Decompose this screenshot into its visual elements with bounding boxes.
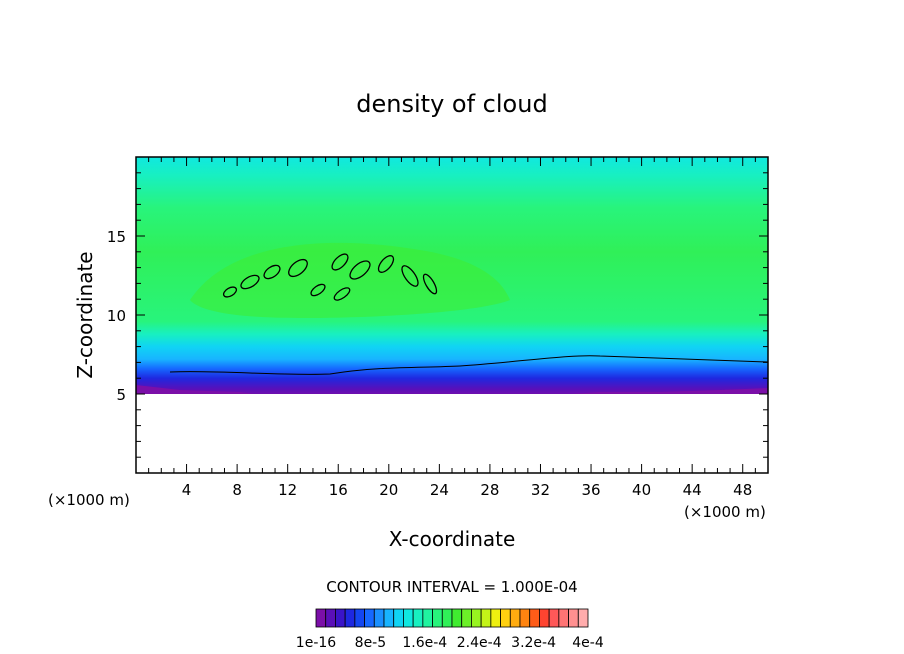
x-tick-label: 20 — [379, 481, 398, 499]
colorbar-swatch — [354, 608, 365, 628]
colorbar-swatch — [558, 608, 569, 628]
y-axis-label: Z-coordinate — [73, 251, 97, 378]
chart-title: density of cloud — [356, 90, 547, 118]
colorbar-swatch — [539, 608, 550, 628]
colorbar-swatch — [432, 608, 443, 628]
y-tick-label: 15 — [107, 228, 126, 246]
x-tick-label: 8 — [232, 481, 242, 499]
colorbar-swatch — [548, 608, 560, 628]
x-tick-label: 4 — [182, 481, 192, 499]
colorbar-swatch — [461, 608, 472, 628]
colorbar-swatch — [529, 608, 540, 628]
colorbar-swatch — [422, 608, 433, 628]
x-axis: 4 8 12 16 20 24 28 32 36 40 44 48 — [148, 157, 756, 499]
colorbar-swatch — [509, 608, 521, 628]
colorbar-labels: 1e-16 8e-5 1.6e-4 2.4e-4 3.2e-4 4e-4 — [296, 635, 604, 651]
colorbar-swatch — [441, 608, 453, 628]
plot-area — [136, 157, 768, 473]
x-unit-right: (×1000 m) — [684, 503, 766, 521]
colorbar-swatch — [568, 608, 579, 628]
colorbar-label: 8e-5 — [355, 635, 386, 651]
contour-interval-text: CONTOUR INTERVAL = 1.000E-04 — [326, 578, 577, 596]
x-unit-left: (×1000 m) — [48, 491, 130, 509]
colorbar-swatch — [490, 608, 501, 628]
x-tick-label: 44 — [683, 481, 702, 499]
x-axis-label: X-coordinate — [389, 527, 516, 551]
colorbar-label: 2.4e-4 — [457, 635, 502, 651]
colorbar-swatch — [471, 608, 482, 628]
colorbar-swatch — [519, 608, 531, 628]
contour-cluster — [222, 253, 438, 301]
colorbar-swatch — [480, 608, 492, 628]
dense-core — [190, 242, 510, 318]
colorbar-swatch — [344, 608, 356, 628]
colorbar-label: 1e-16 — [296, 635, 336, 651]
x-tick-label: 16 — [329, 481, 348, 499]
colorbar-swatch — [393, 608, 404, 628]
x-tick-label: 24 — [430, 481, 449, 499]
colorbar-swatch — [383, 608, 395, 628]
x-tick-label: 28 — [480, 481, 499, 499]
y-tick-label: 5 — [116, 386, 126, 404]
x-tick-label: 40 — [632, 481, 651, 499]
colorbar-swatch — [315, 608, 327, 628]
x-tick-label: 36 — [581, 481, 600, 499]
colorbar-swatch — [335, 608, 346, 628]
colorbar — [315, 608, 589, 628]
colorbar-swatch — [412, 608, 424, 628]
colorbar-swatch — [373, 608, 385, 628]
colorbar-swatch — [403, 608, 414, 628]
cloud-free-region — [136, 394, 768, 473]
colorbar-swatch — [451, 608, 463, 628]
colorbar-label: 3.2e-4 — [511, 635, 556, 651]
colorbar-label: 1.6e-4 — [402, 635, 447, 651]
x-tick-label: 32 — [531, 481, 550, 499]
colorbar-swatch — [364, 608, 375, 628]
y-axis: 5 10 15 — [107, 172, 768, 458]
colorbar-swatch — [325, 608, 336, 628]
colorbar-label: 4e-4 — [572, 635, 604, 651]
x-tick-label: 48 — [733, 481, 752, 499]
x-tick-label: 12 — [278, 481, 297, 499]
colorbar-swatch — [577, 608, 589, 628]
contour-line — [169, 355, 768, 375]
colorbar-swatch — [500, 608, 511, 628]
y-tick-label: 10 — [107, 307, 126, 325]
